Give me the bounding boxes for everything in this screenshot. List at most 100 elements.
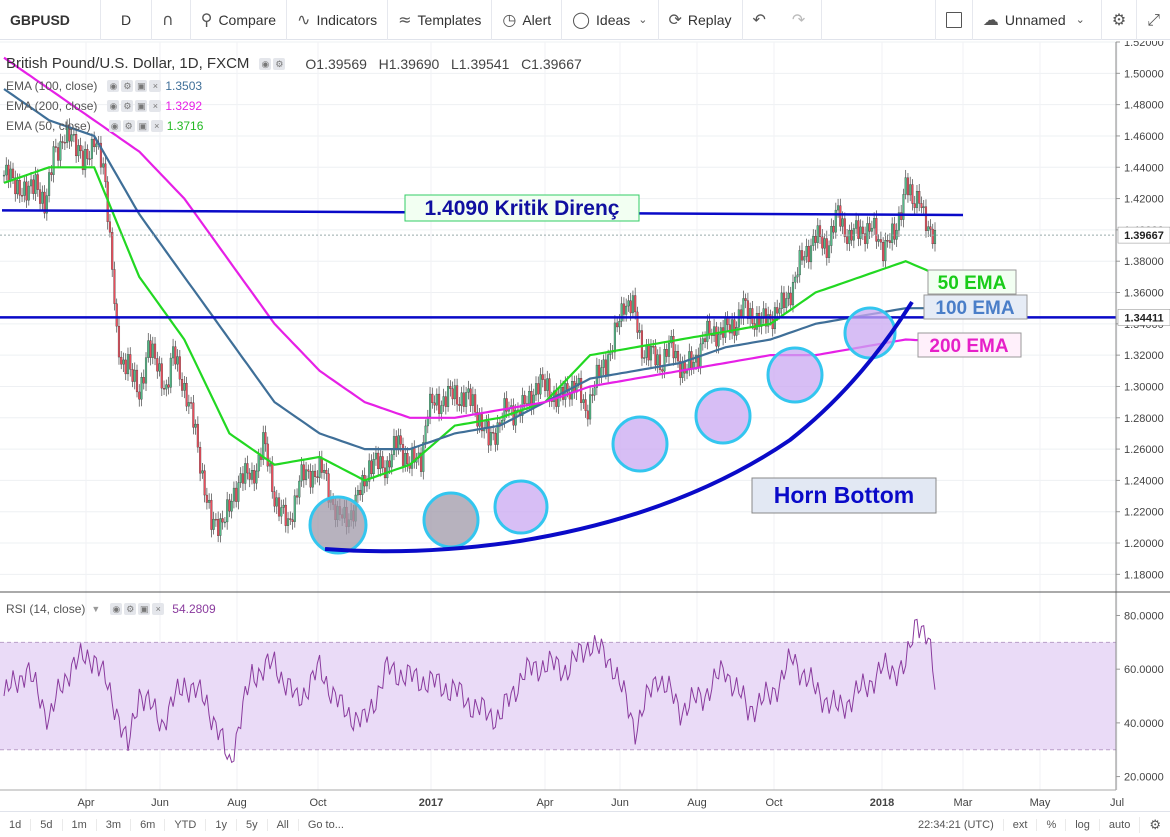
replay-button[interactable]: ⟳ Replay <box>659 0 743 40</box>
candle-body <box>422 442 425 472</box>
candle-body <box>129 354 132 370</box>
copy-icon[interactable]: ▣ <box>138 603 151 615</box>
candle-body <box>897 212 900 231</box>
settings-button[interactable]: ⚙ <box>1102 0 1138 40</box>
undo-button[interactable]: ↶ <box>743 0 782 40</box>
candle-body <box>888 240 891 243</box>
fullscreen-button[interactable]: ⤢ <box>1137 0 1170 40</box>
scale-option[interactable]: ext <box>1002 818 1037 831</box>
range-ytd[interactable]: YTD <box>165 818 207 831</box>
ema-line <box>3 88 933 451</box>
ema100-legend-buttons[interactable]: ◉ ⚙ ▣ × <box>107 80 162 92</box>
scale-option[interactable]: % <box>1036 818 1065 831</box>
gear-icon[interactable]: ⚙ <box>273 57 286 70</box>
range-1d[interactable]: 1d <box>0 818 32 831</box>
copy-icon[interactable]: ▣ <box>136 120 149 132</box>
range-all[interactable]: All <box>268 818 299 831</box>
gear-icon[interactable]: ⚙ <box>121 100 134 112</box>
layout-name-button[interactable]: ☁ Unnamed ⌄ <box>973 0 1102 40</box>
chevron-down-icon: ⌄ <box>1075 13 1085 26</box>
goto-button[interactable]: Go to... <box>307 818 344 831</box>
candle-body <box>528 391 531 404</box>
gear-icon[interactable]: ⚙ <box>122 120 135 132</box>
candle-body <box>223 521 226 524</box>
ema200-label-bg <box>917 332 1022 358</box>
candle-body <box>72 134 75 136</box>
ema200-legend-buttons[interactable]: ◉ ⚙ ▣ × <box>107 100 162 112</box>
rsi-legend-label: RSI (14, close) <box>6 602 86 616</box>
range-1m[interactable]: 1m <box>63 818 97 831</box>
redo-button[interactable]: ↷ <box>782 0 823 40</box>
candle-body <box>778 308 781 314</box>
settings-icon[interactable]: ⚙ <box>1139 816 1170 833</box>
interval-selector[interactable]: D <box>101 0 152 40</box>
y-tick-label: 1.44000 <box>1124 162 1164 174</box>
candle-body <box>861 226 864 234</box>
eye-icon[interactable]: ◉ <box>108 120 121 132</box>
legend-buttons[interactable]: ◉ ⚙ <box>259 57 286 70</box>
candle-body <box>246 463 249 474</box>
x-tick-label: Aug <box>227 797 247 809</box>
alert-label: Alert <box>522 11 552 28</box>
eye-icon[interactable]: ◉ <box>110 603 123 615</box>
ideas-button[interactable]: ◯ Ideas ⌄ <box>562 0 659 40</box>
rsi-legend-buttons[interactable]: ◉ ⚙ ▣ × <box>110 603 165 615</box>
candle-body <box>618 321 621 328</box>
range-1y[interactable]: 1y <box>206 818 237 831</box>
ema100-legend[interactable]: EMA (100, close) ◉ ⚙ ▣ × 1.3503 <box>6 79 202 93</box>
templates-button[interactable]: ≈ Templates <box>388 0 493 40</box>
scale-option[interactable]: log <box>1065 818 1099 831</box>
candle-body <box>589 394 592 420</box>
candle-body <box>586 410 589 420</box>
last-price-badge: 1.39667 <box>1124 230 1164 242</box>
candle-body <box>832 225 835 233</box>
candle-body <box>176 356 179 365</box>
candle-body <box>90 138 93 159</box>
ohlc-low: L1.39541 <box>450 55 510 72</box>
close-icon[interactable]: × <box>149 100 162 112</box>
copy-icon[interactable]: ▣ <box>135 100 148 112</box>
close-icon[interactable]: × <box>152 603 165 615</box>
indicators-button[interactable]: ∿ Indicators <box>287 0 389 40</box>
symbol-search[interactable]: GBPUSD <box>0 0 101 40</box>
close-icon[interactable]: × <box>150 120 163 132</box>
range-6m[interactable]: 6m <box>131 818 166 831</box>
candle-body <box>282 504 285 508</box>
candle-body <box>359 490 362 496</box>
range-3m[interactable]: 3m <box>97 818 132 831</box>
ema200-legend-label: EMA (200, close) <box>6 99 98 113</box>
ema200-legend[interactable]: EMA (200, close) ◉ ⚙ ▣ × 1.3292 <box>6 99 202 113</box>
copy-icon[interactable]: ▣ <box>135 80 148 92</box>
layout-button[interactable] <box>934 0 973 40</box>
eye-icon[interactable]: ◉ <box>107 100 120 112</box>
close-icon[interactable]: × <box>149 80 162 92</box>
chart-style-button[interactable]: ∩ <box>152 0 191 40</box>
range-5y[interactable]: 5y <box>237 818 268 831</box>
ema200-legend-value: 1.3292 <box>165 99 203 113</box>
eye-icon[interactable]: ◉ <box>107 80 120 92</box>
ema50-legend-buttons[interactable]: ◉ ⚙ ▣ × <box>108 120 163 132</box>
scale-option[interactable]: auto <box>1098 818 1139 831</box>
gear-icon[interactable]: ⚙ <box>124 603 137 615</box>
alert-button[interactable]: ◷ Alert <box>492 0 563 40</box>
candle-body <box>156 358 159 372</box>
candle-body <box>153 343 157 359</box>
candle-body <box>821 236 824 249</box>
chart-title: British Pound/U.S. Dollar, 1D, FXCM <box>6 55 250 72</box>
chevron-down-icon[interactable]: ▼ <box>91 604 101 614</box>
eye-icon[interactable]: ◉ <box>259 57 272 70</box>
candle-body <box>277 497 281 517</box>
candle-body <box>629 300 632 314</box>
ema50-legend[interactable]: EMA (50, close) ◉ ⚙ ▣ × 1.3716 <box>6 119 203 133</box>
candle-body <box>370 460 373 475</box>
compare-button[interactable]: ⚲ Compare <box>191 0 288 40</box>
candle-body <box>726 318 729 325</box>
chart-canvas[interactable]: 1.52000 1.50000 1.48000 1.46000 1.44000 1.420… <box>0 41 1170 811</box>
rsi-legend[interactable]: RSI (14, close) ▼ ◉ ⚙ ▣ × 54.2809 <box>6 602 216 616</box>
gear-icon[interactable]: ⚙ <box>121 80 134 92</box>
candle-body <box>102 163 105 168</box>
range-5d[interactable]: 5d <box>31 818 63 831</box>
candle-body <box>219 518 222 536</box>
x-tick-label: Mar <box>954 797 973 809</box>
ema50-legend-label: EMA (50, close) <box>6 119 91 133</box>
